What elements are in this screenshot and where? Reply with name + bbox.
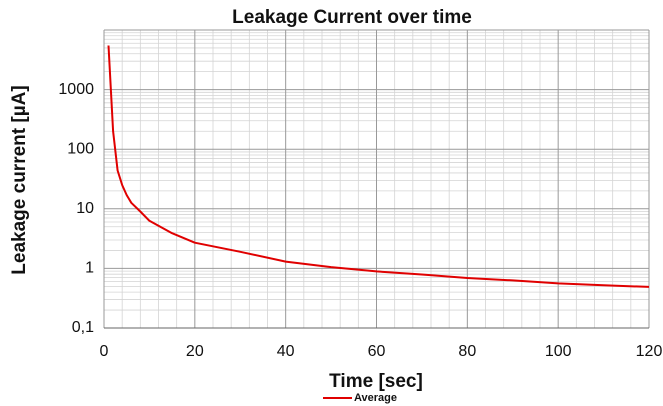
y-tick-label: 0,1 — [72, 319, 94, 336]
y-tick-label: 100 — [67, 140, 94, 157]
x-tick-label: 20 — [186, 343, 204, 360]
x-tick-label: 100 — [545, 343, 572, 360]
x-tick-label: 120 — [636, 343, 663, 360]
y-axis-label: Leakage current [µA] — [9, 85, 30, 274]
x-tick-label: 80 — [458, 343, 476, 360]
y-tick-label: 10 — [76, 200, 94, 217]
legend-label: Average — [354, 392, 397, 404]
x-tick-label: 0 — [100, 343, 109, 360]
y-tick-label: 1000 — [58, 81, 94, 98]
x-tick-label: 60 — [368, 343, 386, 360]
x-axis-label: Time [sec] — [329, 371, 423, 392]
y-tick-label: 1 — [85, 260, 94, 277]
data-line — [107, 45, 650, 288]
chart-title: Leakage Current over time — [232, 7, 472, 28]
x-tick-label: 40 — [277, 343, 295, 360]
